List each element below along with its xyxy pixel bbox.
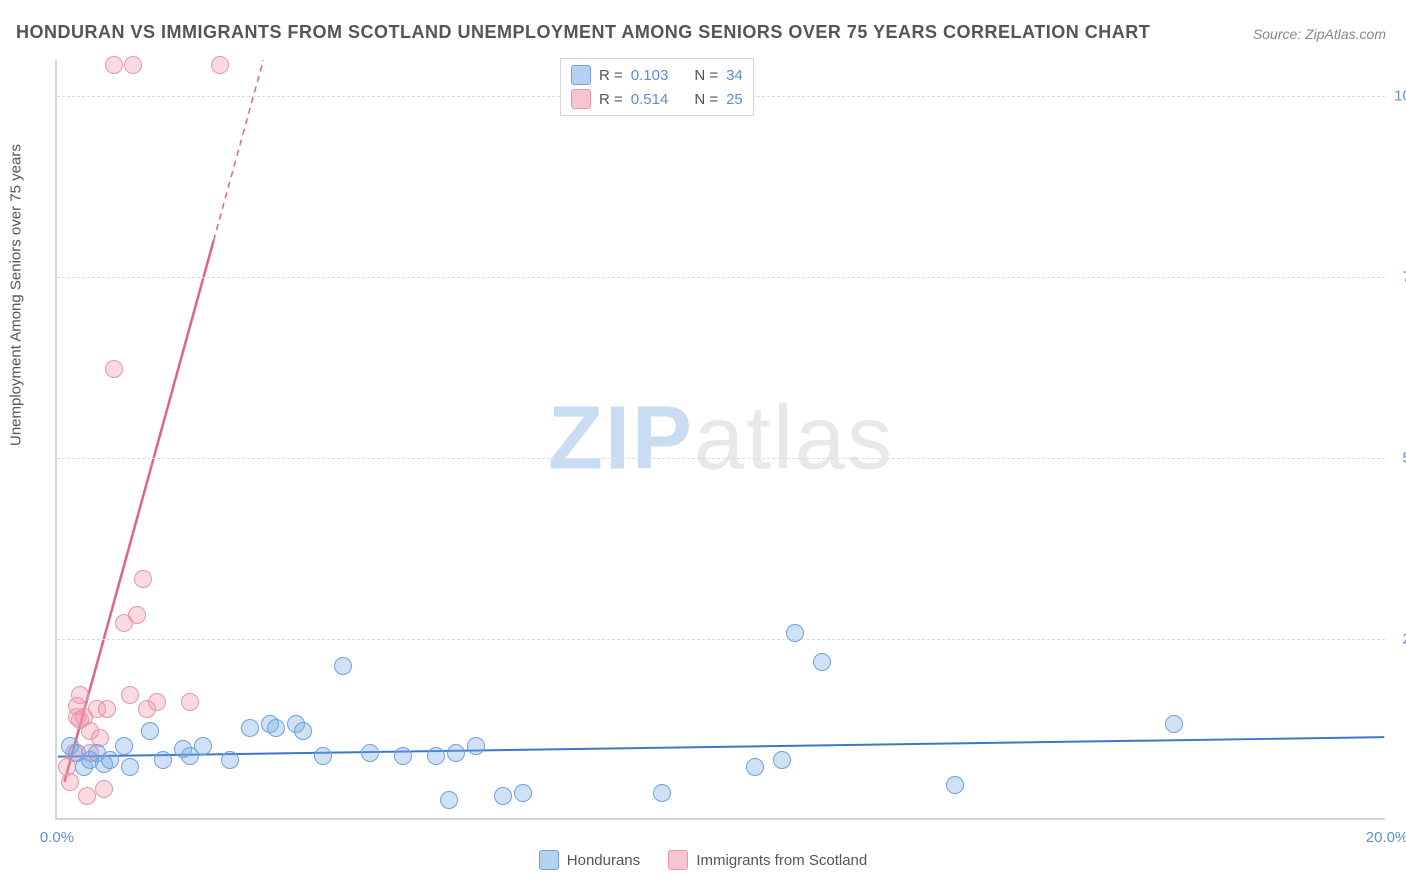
- data-point: [101, 751, 119, 769]
- y-tick-label: 100.0%: [1390, 88, 1406, 105]
- data-point: [314, 747, 332, 765]
- legend-r-value: 0.514: [631, 91, 669, 108]
- data-point: [105, 360, 123, 378]
- data-point: [105, 56, 123, 74]
- data-point: [181, 693, 199, 711]
- data-point: [334, 657, 352, 675]
- data-point: [221, 751, 239, 769]
- legend-r-label: R =: [599, 91, 623, 108]
- data-point: [121, 686, 139, 704]
- data-point: [514, 784, 532, 802]
- data-point: [78, 787, 96, 805]
- x-tick-label: 0.0%: [40, 829, 74, 846]
- x-tick-label: 20.0%: [1366, 829, 1406, 846]
- data-point: [653, 784, 671, 802]
- legend-stats-row: R = 0.103 N = 34: [571, 63, 743, 87]
- y-tick-label: 75.0%: [1390, 269, 1406, 286]
- data-point: [71, 686, 89, 704]
- data-point: [361, 744, 379, 762]
- y-axis-title: Unemployment Among Seniors over 75 years: [8, 144, 25, 446]
- legend-series: Hondurans Immigrants from Scotland: [0, 850, 1406, 874]
- legend-stats: R = 0.103 N = 34 R = 0.514 N = 25: [560, 58, 754, 116]
- legend-n-value: 34: [726, 67, 743, 84]
- data-point: [813, 653, 831, 671]
- data-point: [786, 624, 804, 642]
- data-point: [134, 570, 152, 588]
- data-point: [115, 737, 133, 755]
- source-attribution: Source: ZipAtlas.com: [1253, 26, 1386, 42]
- swatch-icon: [668, 850, 688, 870]
- legend-n-value: 25: [726, 91, 743, 108]
- legend-item: Hondurans: [539, 850, 640, 870]
- data-point: [124, 56, 142, 74]
- data-point: [128, 606, 146, 624]
- y-tick-label: 50.0%: [1390, 450, 1406, 467]
- swatch-icon: [539, 850, 559, 870]
- data-point: [141, 722, 159, 740]
- data-point: [121, 758, 139, 776]
- legend-n-label: N =: [694, 67, 718, 84]
- swatch-icon: [571, 89, 591, 109]
- data-point: [1165, 715, 1183, 733]
- legend-stats-row: R = 0.514 N = 25: [571, 87, 743, 111]
- data-point: [494, 787, 512, 805]
- y-tick-label: 25.0%: [1390, 631, 1406, 648]
- data-point: [241, 719, 259, 737]
- data-point: [294, 722, 312, 740]
- gridline: [57, 458, 1385, 459]
- data-point: [98, 700, 116, 718]
- data-point: [440, 791, 458, 809]
- legend-r-label: R =: [599, 67, 623, 84]
- watermark-atlas: atlas: [694, 389, 894, 489]
- data-point: [267, 719, 285, 737]
- watermark: ZIPatlas: [548, 388, 894, 491]
- watermark-zip: ZIP: [548, 389, 694, 489]
- plot-area: ZIPatlas 25.0%50.0%75.0%100.0%0.0%20.0%: [55, 60, 1385, 820]
- data-point: [194, 737, 212, 755]
- trend-line: [214, 60, 264, 240]
- trend-lines-layer: [57, 60, 1385, 818]
- data-point: [447, 744, 465, 762]
- data-point: [467, 737, 485, 755]
- data-point: [211, 56, 229, 74]
- data-point: [154, 751, 172, 769]
- data-point: [427, 747, 445, 765]
- trend-line: [58, 737, 1385, 756]
- data-point: [95, 780, 113, 798]
- gridline: [57, 639, 1385, 640]
- legend-item: Immigrants from Scotland: [668, 850, 867, 870]
- legend-r-value: 0.103: [631, 67, 669, 84]
- data-point: [773, 751, 791, 769]
- legend-n-label: N =: [694, 91, 718, 108]
- data-point: [148, 693, 166, 711]
- data-point: [946, 776, 964, 794]
- gridline: [57, 277, 1385, 278]
- chart-title: HONDURAN VS IMMIGRANTS FROM SCOTLAND UNE…: [16, 22, 1150, 43]
- legend-series-label: Immigrants from Scotland: [696, 852, 867, 869]
- data-point: [61, 773, 79, 791]
- swatch-icon: [571, 65, 591, 85]
- legend-series-label: Hondurans: [567, 852, 640, 869]
- data-point: [746, 758, 764, 776]
- data-point: [394, 747, 412, 765]
